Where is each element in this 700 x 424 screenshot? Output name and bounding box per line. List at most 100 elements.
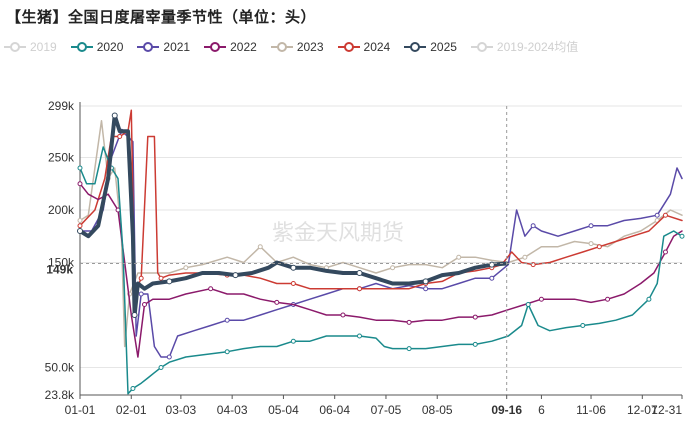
series-point-2021 bbox=[166, 354, 172, 360]
series-point-2021 bbox=[654, 212, 660, 218]
series-line-2025 bbox=[78, 113, 509, 317]
y-tick-label: 250k bbox=[48, 150, 75, 164]
series-point-2025 bbox=[232, 272, 239, 279]
x-tick-label: 12-07 bbox=[627, 403, 658, 417]
series-point-2024 bbox=[596, 244, 602, 250]
series-point-2024 bbox=[77, 223, 83, 229]
series-point-2025 bbox=[77, 227, 83, 234]
legend-marker-icon bbox=[470, 41, 493, 52]
legend-marker-icon bbox=[137, 41, 160, 52]
x-tick-label: 03-03 bbox=[166, 403, 197, 417]
legend-item-2024[interactable]: 2024 bbox=[337, 38, 390, 55]
legend-label: 2021 bbox=[163, 39, 191, 54]
legend-marker-icon bbox=[404, 41, 427, 52]
x-tick-label: 08-05 bbox=[422, 403, 453, 417]
legend-label: 2022 bbox=[230, 39, 257, 54]
series-point-2025 bbox=[166, 278, 173, 285]
series-point-2023 bbox=[522, 254, 528, 260]
x-tick-label: 02-01 bbox=[116, 403, 147, 417]
series-point-2022 bbox=[605, 296, 611, 302]
legend-marker-icon bbox=[70, 41, 93, 52]
series-line-2022 bbox=[79, 182, 683, 358]
legend-marker-icon bbox=[337, 41, 360, 52]
series-point-2020 bbox=[472, 341, 478, 347]
series-point-2020 bbox=[290, 338, 296, 344]
series-point-2021 bbox=[423, 286, 429, 292]
legend-item-2020[interactable]: 2020 bbox=[70, 38, 124, 55]
series-point-2020 bbox=[646, 296, 652, 302]
series-point-2022 bbox=[406, 319, 412, 325]
y-tick-label: 50.0k bbox=[45, 360, 75, 374]
x-tick-label: 09-16 bbox=[491, 403, 522, 417]
series-point-2024 bbox=[158, 275, 164, 281]
series-point-2021 bbox=[489, 275, 495, 281]
legend-label: 2023 bbox=[296, 39, 324, 54]
legend-marker-icon bbox=[270, 41, 293, 52]
watermark: 紫金天风期货 bbox=[272, 221, 404, 246]
series-point-2024 bbox=[357, 286, 362, 292]
x-tick-label: 01-01 bbox=[65, 403, 96, 417]
legend-marker-icon bbox=[4, 41, 26, 52]
series-point-2025 bbox=[131, 311, 138, 318]
series-point-2022 bbox=[472, 314, 478, 320]
x-tick-label: 04-03 bbox=[217, 403, 248, 417]
legend-label: 2019-2024均值 bbox=[496, 40, 579, 54]
legend-item-2022[interactable]: 2022 bbox=[204, 38, 257, 55]
y-tick-label: 149k bbox=[46, 263, 73, 277]
series-point-2024 bbox=[662, 212, 668, 218]
series-point-2023 bbox=[257, 244, 263, 250]
legend-item-2019-2024均值[interactable]: 2019-2024均值 bbox=[470, 38, 579, 55]
series-point-2022 bbox=[538, 296, 544, 302]
series-point-2020 bbox=[357, 333, 362, 339]
series-point-2021 bbox=[588, 223, 594, 229]
series-point-2025 bbox=[422, 278, 429, 285]
series-point-2023 bbox=[183, 265, 189, 271]
x-tick-label: 11-06 bbox=[576, 403, 606, 417]
series-point-2020 bbox=[525, 301, 531, 307]
y-tick-label: 150k bbox=[48, 255, 75, 269]
series-point-2022 bbox=[77, 181, 83, 187]
x-tick-label: 6 bbox=[538, 403, 545, 417]
series-line-2023 bbox=[79, 119, 683, 348]
chart-title: 【生猪】全国日度屠宰量季节性（单位：头） bbox=[6, 8, 317, 26]
series-line-2024 bbox=[79, 109, 683, 295]
chart-legend: 2019 2020 2021 2022 2023 2024 2025 2019-2024均值 bbox=[4, 38, 592, 55]
series-point-2023 bbox=[456, 254, 462, 260]
x-tick-label: 05-04 bbox=[268, 403, 299, 417]
legend-item-2023[interactable]: 2023 bbox=[270, 38, 324, 55]
legend-label: 2025 bbox=[430, 39, 457, 54]
y-tick-label: 200k bbox=[48, 203, 75, 217]
series-point-2020 bbox=[580, 322, 586, 328]
series-point-2023 bbox=[390, 265, 396, 271]
series-point-2025 bbox=[488, 261, 495, 268]
series-point-2024 bbox=[138, 275, 144, 281]
x-tick-label: 07-05 bbox=[371, 403, 402, 417]
legend-item-2019[interactable]: 2019 bbox=[4, 38, 57, 55]
x-tick-label: 06-04 bbox=[319, 403, 350, 417]
legend-label: 2020 bbox=[96, 39, 124, 54]
series-point-2024 bbox=[117, 133, 123, 139]
legend-marker-icon bbox=[204, 41, 227, 52]
legend-item-2021[interactable]: 2021 bbox=[137, 38, 190, 55]
series-point-2024 bbox=[290, 280, 296, 286]
x-tick-label: 12-31 bbox=[651, 403, 682, 417]
y-tick-label: 23.8k bbox=[45, 388, 75, 402]
series-point-2021 bbox=[138, 291, 144, 297]
series-point-2020 bbox=[77, 165, 83, 171]
series-point-2020 bbox=[679, 233, 685, 239]
y-tick-label: 299k bbox=[48, 99, 75, 113]
legend-item-2025[interactable]: 2025 bbox=[404, 38, 457, 55]
series-point-2025 bbox=[111, 112, 118, 119]
series-point-2022 bbox=[208, 286, 214, 292]
series-point-2020 bbox=[406, 346, 412, 352]
legend-label: 2019 bbox=[30, 39, 57, 54]
series-point-2023 bbox=[588, 241, 594, 247]
series-point-2022 bbox=[274, 299, 280, 305]
series-point-2020 bbox=[158, 364, 164, 370]
series-point-2020 bbox=[130, 385, 136, 391]
series-point-2021 bbox=[224, 317, 230, 323]
series-point-2022 bbox=[142, 301, 147, 307]
series-point-2021 bbox=[530, 223, 536, 229]
series-point-2022 bbox=[662, 249, 668, 255]
